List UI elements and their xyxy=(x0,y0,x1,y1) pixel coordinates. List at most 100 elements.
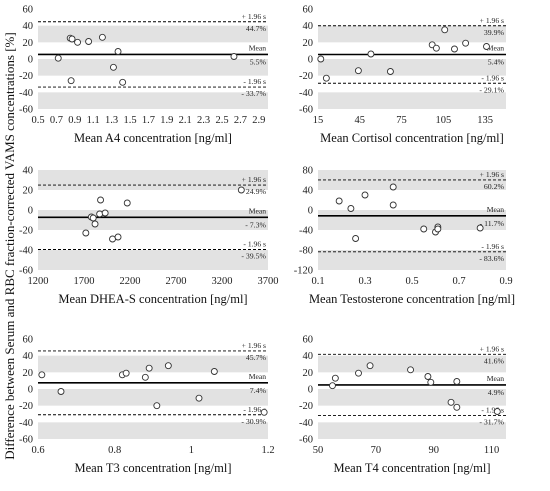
x-tick-label: 1200 xyxy=(28,276,49,287)
data-point xyxy=(352,235,360,242)
data-point xyxy=(420,225,428,233)
x-tick-label: 75 xyxy=(396,115,407,126)
grid-band xyxy=(38,92,268,109)
y-tick-label: -80 xyxy=(299,246,313,257)
mean-label: Mean xyxy=(249,43,266,52)
y-tick-label: -20 xyxy=(19,401,33,412)
y-tick-label: -40 xyxy=(299,418,313,429)
grid-band xyxy=(38,250,268,270)
data-point xyxy=(476,224,484,232)
data-point xyxy=(434,225,442,233)
x-tick-label: 0.9 xyxy=(68,115,81,126)
grid-band xyxy=(318,92,506,109)
x-tick-label: 1.3 xyxy=(105,115,118,126)
grid-band xyxy=(38,170,268,190)
data-point xyxy=(329,382,336,390)
y-tick-label: -20 xyxy=(19,71,33,82)
y-tick-label: -40 xyxy=(19,246,33,257)
y-tick-label: 20 xyxy=(23,186,34,197)
grid-band xyxy=(38,422,268,439)
y-tick-label: 40 xyxy=(23,166,34,177)
data-point xyxy=(427,378,435,386)
data-point xyxy=(98,33,106,41)
x-tick-label: 1.5 xyxy=(123,115,136,126)
data-point xyxy=(97,196,105,204)
data-point xyxy=(89,214,97,222)
x-tick-label: 0.5 xyxy=(405,276,418,287)
x-tick-label: 70 xyxy=(371,445,382,456)
data-point xyxy=(451,45,458,53)
data-point xyxy=(109,63,117,71)
upper-limit-label: + 1.96 s xyxy=(242,341,266,350)
grid-band xyxy=(318,422,506,439)
chart-t4: -60 -40 -20 0 20 40 60 50 70 90 110 Mean T4 concent… xyxy=(299,335,506,475)
data-point xyxy=(145,364,153,372)
data-point xyxy=(85,38,93,45)
upper-limit-value: 39.9% xyxy=(484,28,505,37)
x-tick-label: 110 xyxy=(484,445,499,456)
upper-limit-label: + 1.96 s xyxy=(480,170,504,179)
data-point xyxy=(57,388,65,395)
data-point xyxy=(322,74,330,82)
data-point xyxy=(210,368,218,375)
y-tick-label: 0 xyxy=(28,385,33,396)
y-tick-label: 40 xyxy=(23,21,34,32)
data-point xyxy=(407,366,415,374)
y-tick-label: -60 xyxy=(19,266,33,277)
y-tick-label: -40 xyxy=(299,226,313,237)
mean-label: Mean xyxy=(249,372,266,381)
data-point xyxy=(441,26,449,34)
x-axis-label: Mean T3 concentration [ng/ml] xyxy=(74,461,231,475)
data-point xyxy=(453,378,461,385)
lower-limit-value: - 31.7% xyxy=(479,417,504,426)
x-axis-label: Mean Testosterone concentration [ng/ml] xyxy=(309,292,515,306)
grid-band xyxy=(318,250,506,270)
data-point xyxy=(114,48,122,55)
mean-label: Mean xyxy=(487,205,504,214)
data-point xyxy=(67,77,75,85)
grid-band xyxy=(38,59,268,76)
chart-dheas: -60 -40 -20 0 20 40 1200 1700 2200 2700 3200 3700 Me… xyxy=(19,166,279,307)
lower-limit-label: - 1.96 s xyxy=(243,240,266,249)
x-tick-label: 1700 xyxy=(74,276,95,287)
y-tick-label: -20 xyxy=(19,226,33,237)
x-tick-label: 0.9 xyxy=(499,276,512,287)
data-point xyxy=(447,398,455,406)
mean-value: 4.9% xyxy=(488,388,505,397)
mean-value: 7.4% xyxy=(250,386,267,395)
x-axis-label: Mean DHEA-S concentration [ng/ml] xyxy=(58,292,247,306)
y-tick-label: 60 xyxy=(303,335,314,346)
grid-band xyxy=(318,170,506,190)
lower-limit-label: - 1.96 s xyxy=(243,77,266,86)
y-tick-label: 0 xyxy=(308,206,313,217)
lower-limit-label: - 1.96 s xyxy=(243,405,266,414)
upper-limit-value: 45.7% xyxy=(246,353,267,362)
lower-limit-value: - 30.9% xyxy=(241,417,266,426)
x-tick-label: 0.7 xyxy=(50,115,63,126)
data-point xyxy=(424,373,432,380)
data-point xyxy=(38,371,46,379)
data-point xyxy=(123,199,131,207)
data-point xyxy=(389,183,397,191)
x-tick-label: 1.7 xyxy=(142,115,155,126)
grid-band xyxy=(38,25,268,43)
lower-limit-label: - 1.96 s xyxy=(481,73,504,82)
data-point xyxy=(68,35,76,43)
x-axis-label: Mean T4 concentration [ng/ml] xyxy=(333,461,490,475)
y-tick-label: -20 xyxy=(299,401,313,412)
mean-value: 5.4% xyxy=(488,58,505,67)
upper-limit-value: 41.6% xyxy=(484,356,505,365)
data-point xyxy=(331,374,339,382)
x-tick-label: 3200 xyxy=(212,276,233,287)
data-point xyxy=(164,362,172,370)
mean-label: Mean xyxy=(487,374,504,383)
y-tick-label: 60 xyxy=(23,5,34,16)
y-tick-label: -120 xyxy=(294,266,313,277)
x-tick-label: 45 xyxy=(355,115,366,126)
lower-limit-value: - 39.5% xyxy=(241,252,266,261)
chart-t3: -60 -40 -20 0 20 40 60 0.6 0.8 1 1.2 Mean T3 concen… xyxy=(19,335,275,476)
y-tick-label: -20 xyxy=(299,71,313,82)
grid-band xyxy=(38,389,268,406)
